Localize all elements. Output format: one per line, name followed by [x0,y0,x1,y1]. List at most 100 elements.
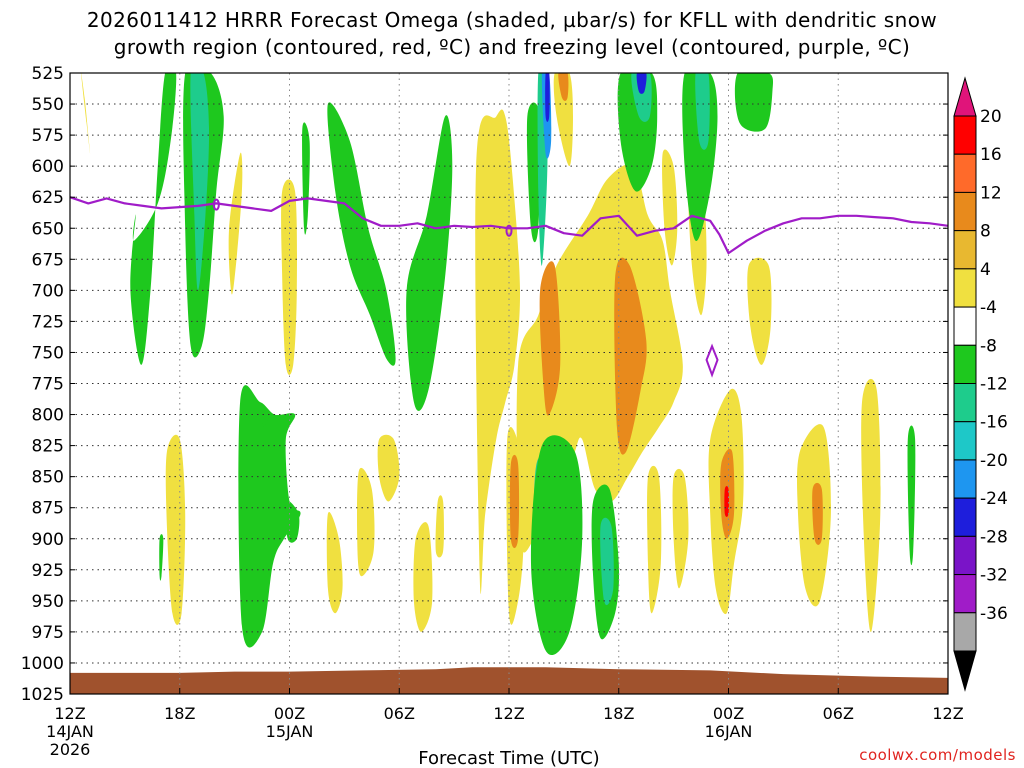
omega-region [377,434,400,502]
omega-region [130,73,177,365]
omega-region [327,102,396,366]
colorbar: 20 16 12 8 4 -4 -8 -12 -16 -20 -24 -28 -32 -36 [953,76,1008,692]
colorbar-swatch [953,344,977,384]
y-tick-label: 775 [32,375,64,395]
x-tick-label: 12Z [493,704,524,723]
colorbar-label: 4 [980,260,991,280]
colorbar-label: -28 [980,527,1008,547]
x-tick-label: 12Z [932,704,963,723]
omega-region [662,149,678,266]
colorbar-swatch [953,459,977,499]
colorbar-swatch [953,421,977,461]
omega-region [326,511,343,614]
colorbar-label: -24 [980,489,1008,509]
x-tick-date: 16JAN [705,722,753,741]
colorbar-label: -16 [980,413,1008,433]
omega-region [553,73,573,167]
colorbar-swatch [953,268,977,308]
omega-region [672,468,689,589]
omega-region [545,73,550,122]
omega-region [406,115,453,411]
x-tick-label: 18Z [603,704,634,723]
chart-title-line1: 2026011412 HRRR Forecast Omega (shaded, … [87,8,937,32]
omega-region [530,435,583,656]
omega-region [724,485,729,517]
omega-region [614,257,647,455]
y-tick-label: 625 [32,188,64,208]
omega-region [435,495,444,558]
omega-region [695,73,710,150]
omega-region [600,517,614,606]
y-axis: 525 550 575 600 625 650 675 700 725 750 775 800 825 8… [21,64,948,705]
y-tick-label: 900 [32,530,64,550]
y-tick-label: 825 [32,437,64,457]
colorbar-swatch [953,191,977,232]
freezing-level-closed-contour [212,198,220,211]
colorbar-label: -12 [980,375,1008,395]
credit-text: coolwx.com/models [859,746,1016,764]
omega-region [238,385,301,648]
y-tick-label: 550 [32,95,64,115]
colorbar-label: 8 [980,222,991,242]
x-tick-date: 14JAN [46,722,94,741]
colorbar-swatch [953,306,977,346]
omega-region [81,73,91,154]
chart-title-line2: growth region (contoured, red, ºC) and f… [114,35,911,59]
y-tick-label: 975 [32,623,64,643]
colorbar-swatch [953,574,977,614]
y-tick-label: 1000 [21,654,64,674]
omega-region [747,257,772,365]
omega-region [475,109,521,595]
y-tick-label: 675 [32,250,64,270]
y-tick-label: 925 [32,561,64,581]
omega-region [357,467,375,577]
colorbar-label: 20 [980,107,1002,127]
freezing-level-closed-contour [505,224,513,237]
colorbar-swatch [953,383,977,423]
omega-region [631,73,652,122]
y-tick-label: 1025 [21,685,64,705]
colorbar-swatch [953,230,977,270]
colorbar-label: -36 [980,604,1008,624]
omega-region [285,500,300,543]
omega-region [413,522,433,632]
x-tick-label: 06Z [823,704,854,723]
omega-region [261,413,270,427]
omega-region [228,152,243,295]
colorbar-swatch [953,612,977,652]
colorbar-swatch [953,535,977,576]
y-tick-label: 725 [32,312,64,332]
omega-region [861,378,881,633]
colorbar-swatch [953,153,977,193]
omega-region [165,434,186,625]
omega-region [812,482,823,545]
colorbar-label: 16 [980,145,1002,165]
colorbar-swatch [953,497,977,537]
y-tick-label: 650 [32,219,64,239]
freezing-level-closed-contour [705,343,719,378]
y-tick-label: 800 [32,406,64,426]
omega-region [647,465,662,614]
omega-region [159,534,164,581]
omega-region [539,261,561,416]
x-tick-date: 15JAN [266,722,314,741]
omega-shading-layer [81,73,916,656]
colorbar-label: -8 [980,336,997,356]
omega-region [907,425,916,566]
y-tick-label: 950 [32,592,64,612]
colorbar-label: -4 [980,298,997,318]
colorbar-bottom-arrow [953,650,977,692]
colorbar-label: 12 [980,183,1002,203]
omega-region [558,73,569,101]
x-tick-label: 06Z [384,704,415,723]
omega-region [302,122,310,235]
y-tick-label: 875 [32,499,64,519]
x-tick-label: 18Z [164,704,195,723]
x-tick-label: 12Z [54,704,85,723]
colorbar-label: -32 [980,566,1008,586]
y-tick-label: 600 [32,157,64,177]
omega-region [190,73,210,291]
y-tick-label: 575 [32,126,64,146]
